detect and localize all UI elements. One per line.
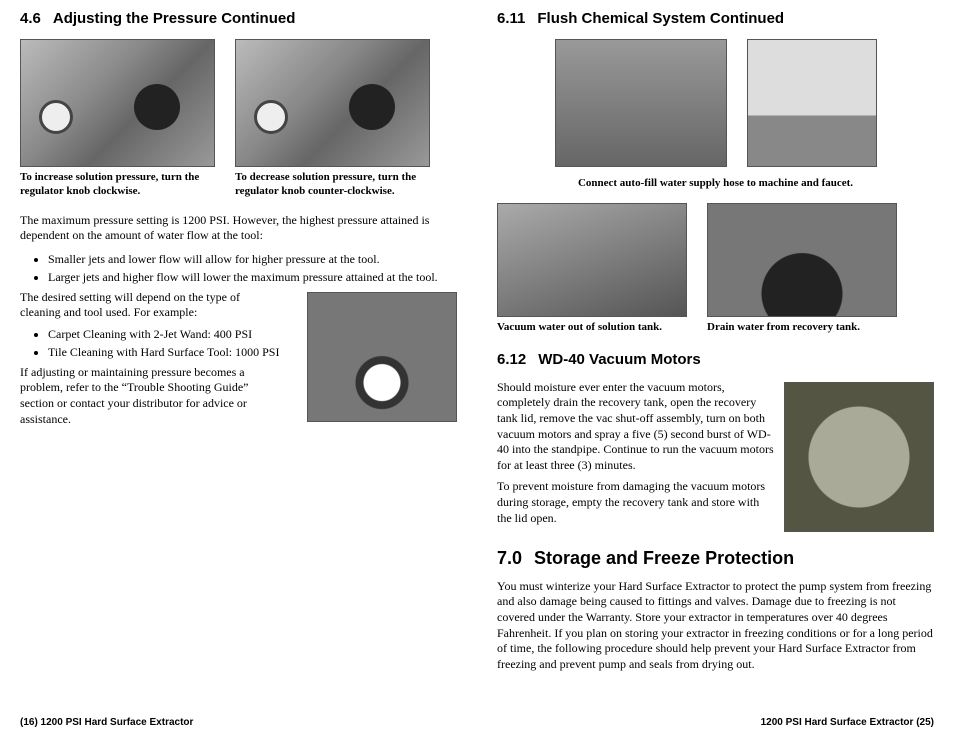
vacuum-caption: Vacuum water out of solution tank. [497, 321, 687, 335]
vacuum-motor-image [784, 382, 934, 532]
bullet-smaller-jets: Smaller jets and lower flow will allow f… [48, 250, 457, 268]
tank-image-row: Vacuum water out of solution tank. Drain… [497, 203, 934, 335]
machine-hose-image [555, 39, 727, 167]
psi-bullets: Carpet Cleaning with 2-Jet Wand: 400 PSI… [48, 325, 308, 361]
increase-pressure-figure: To increase solution pressure, turn the … [20, 39, 215, 199]
right-footer: 1200 PSI Hard Surface Extractor (25) [497, 717, 934, 728]
gauge-image [307, 292, 457, 422]
heading-4-6: 4.6 Adjusting the Pressure Continued [20, 10, 457, 27]
drain-figure: Drain water from recovery tank. [707, 203, 897, 335]
heading-6-12-title: WD-40 Vacuum Motors [538, 351, 701, 368]
heading-6-11-num: 6.11 [497, 10, 525, 27]
para-troubleshoot: If adjusting or maintaining pressure bec… [20, 365, 280, 427]
flow-bullets: Smaller jets and lower flow will allow f… [48, 250, 457, 286]
increase-pressure-caption: To increase solution pressure, turn the … [20, 171, 215, 199]
heading-6-12-num: 6.12 [497, 351, 526, 368]
heading-4-6-title: Adjusting the Pressure Continued [53, 10, 296, 27]
heading-7-0-title: Storage and Freeze Protection [534, 548, 794, 568]
increase-pressure-image [20, 39, 215, 167]
para-desired-setting: The desired setting will depend on the t… [20, 290, 280, 321]
pressure-image-row: To increase solution pressure, turn the … [20, 39, 457, 199]
example-block: The desired setting will depend on the t… [20, 290, 457, 432]
vacuum-image [497, 203, 687, 317]
para-max-pressure: The maximum pressure setting is 1200 PSI… [20, 213, 457, 244]
drain-image [707, 203, 897, 317]
right-page: 6.11 Flush Chemical System Continued Conn… [497, 10, 934, 728]
bullet-carpet-psi: Carpet Cleaning with 2-Jet Wand: 400 PSI [48, 325, 308, 343]
heading-7-0-num: 7.0 [497, 548, 522, 568]
heading-4-6-num: 4.6 [20, 10, 41, 27]
heading-6-11-title: Flush Chemical System Continued [537, 10, 784, 27]
left-footer: (16) 1200 PSI Hard Surface Extractor [20, 717, 457, 728]
bullet-tile-psi: Tile Cleaning with Hard Surface Tool: 10… [48, 343, 308, 361]
faucet-image [747, 39, 877, 167]
decrease-pressure-figure: To decrease solution pressure, turn the … [235, 39, 430, 199]
para-storage: You must winterize your Hard Surface Ext… [497, 579, 934, 673]
vacuum-figure: Vacuum water out of solution tank. [497, 203, 687, 335]
heading-6-11: 6.11 Flush Chemical System Continued [497, 10, 934, 27]
left-page: 4.6 Adjusting the Pressure Continued To i… [20, 10, 457, 728]
decrease-pressure-caption: To decrease solution pressure, turn the … [235, 171, 430, 199]
drain-caption: Drain water from recovery tank. [707, 321, 897, 335]
heading-7-0: 7.0 Storage and Freeze Protection [497, 548, 934, 569]
connect-image-row [497, 39, 934, 167]
heading-6-12: 6.12 WD-40 Vacuum Motors [497, 351, 934, 368]
bullet-larger-jets: Larger jets and higher flow will lower t… [48, 268, 457, 286]
wd40-block: Should moisture ever enter the vacuum mo… [497, 380, 934, 532]
decrease-pressure-image [235, 39, 430, 167]
connect-caption: Connect auto-fill water supply hose to m… [497, 177, 934, 189]
